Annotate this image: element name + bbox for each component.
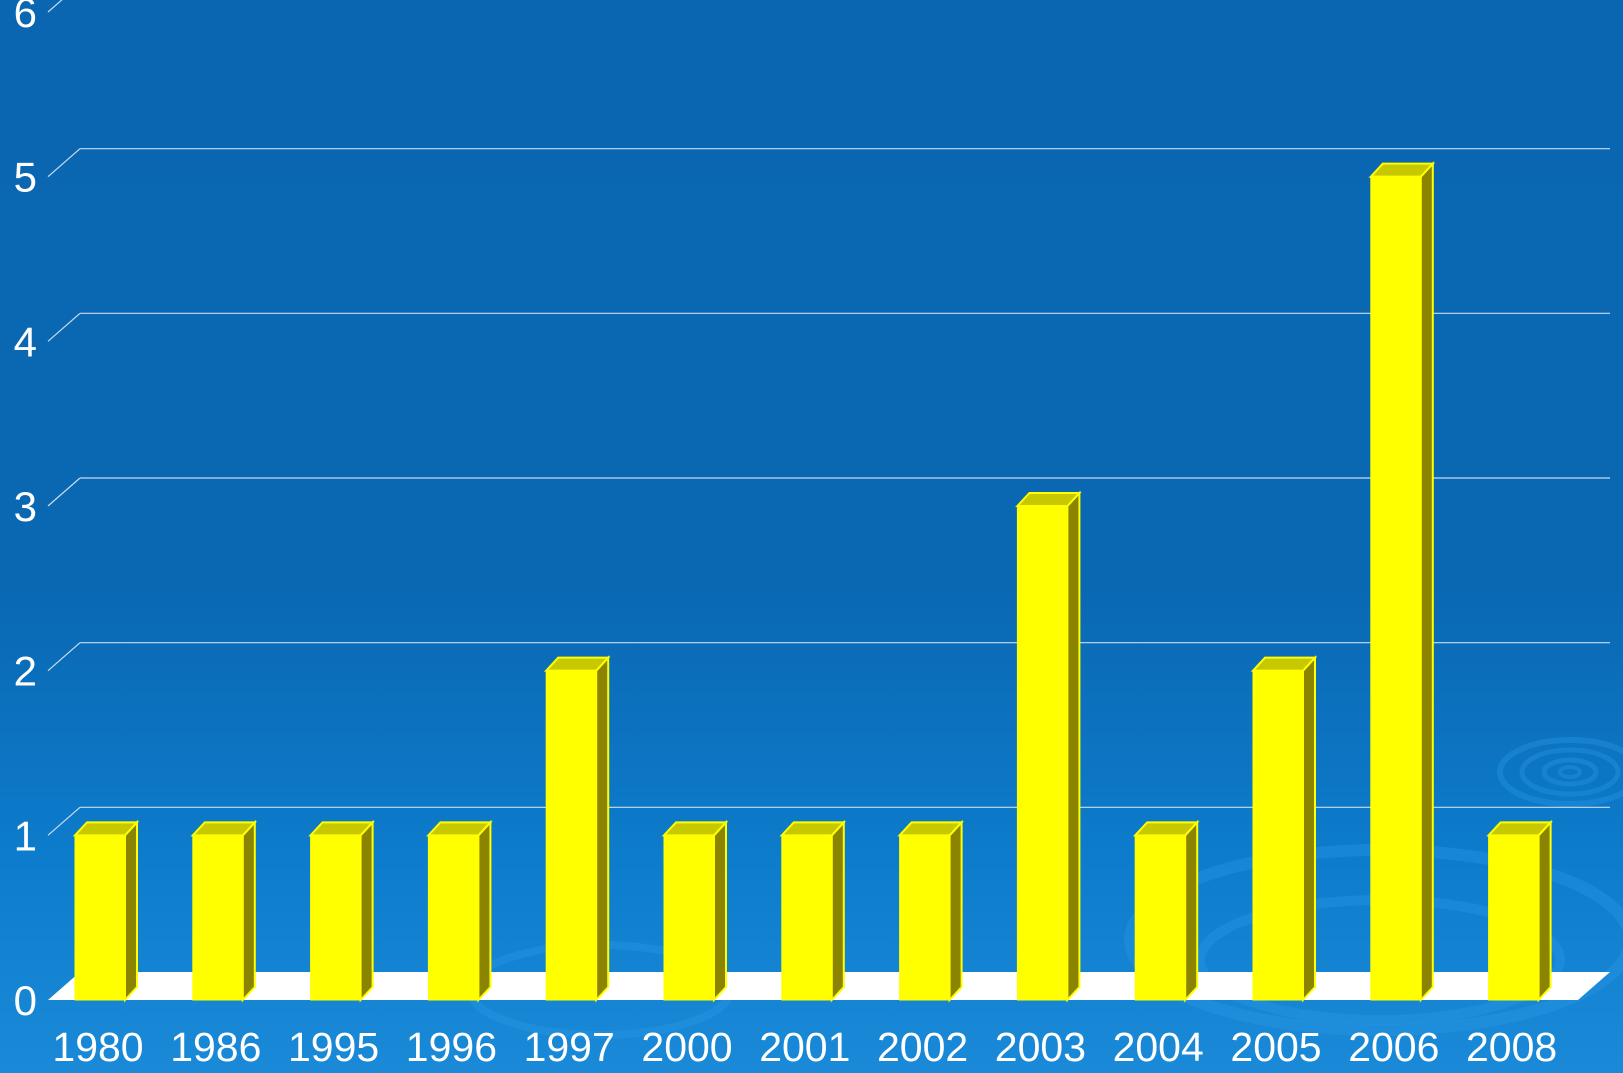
y-tick-label: 0 [14, 977, 37, 1024]
y-tick-label: 1 [14, 812, 37, 859]
y-tick-label: 4 [14, 318, 37, 365]
x-tick-label: 2003 [995, 1024, 1086, 1070]
bar-side [1537, 819, 1552, 1003]
bar-side [124, 819, 138, 1003]
bar-front [1252, 670, 1304, 1001]
gridline-diagonal [47, 806, 81, 836]
bar-front [192, 834, 244, 1001]
gridlines [47, 0, 1610, 836]
bar-front [1016, 505, 1068, 1001]
bar-front [781, 834, 833, 1001]
bar [1250, 655, 1318, 1003]
bar [308, 819, 375, 1003]
bar-top [308, 821, 375, 837]
bar-front [74, 834, 126, 1001]
x-tick-label: 2006 [1348, 1024, 1439, 1070]
bar-front [310, 834, 362, 1001]
gridline-diagonal [47, 477, 81, 507]
x-tick-label: 2001 [759, 1024, 850, 1070]
bar-front [1370, 176, 1422, 1001]
bar-top [72, 821, 140, 837]
gridline-diagonal [47, 148, 81, 178]
bar-front [427, 834, 479, 1001]
bar-side [1184, 819, 1199, 1003]
bar-top [661, 821, 729, 837]
bar [1015, 490, 1082, 1003]
x-tick-label: 2002 [877, 1024, 968, 1070]
y-tick-label: 5 [14, 154, 37, 201]
bar-top [426, 821, 493, 837]
x-tick-label: 1986 [170, 1024, 261, 1070]
bars [72, 161, 1553, 1003]
bar-top [1368, 162, 1436, 178]
bar [543, 655, 611, 1003]
bar-top [779, 821, 847, 837]
bar-side [948, 819, 963, 1003]
bar-side [595, 655, 610, 1003]
bar-top [1486, 821, 1553, 837]
bar-top [190, 821, 258, 837]
x-tick-label: 2004 [1113, 1024, 1204, 1070]
bar [661, 819, 729, 1003]
x-tick-label: 1995 [288, 1024, 379, 1070]
bar-side [1302, 655, 1316, 1003]
bar-top [1250, 656, 1318, 672]
y-axis-ticks: 0 1 2 3 4 5 6 [14, 0, 37, 1024]
x-tick-label: 1997 [524, 1024, 615, 1070]
gridline-diagonal [47, 0, 63, 13]
bar-side [1066, 490, 1081, 1003]
bar-front [1134, 834, 1186, 1001]
bar-side [241, 819, 256, 1003]
bar [1368, 161, 1436, 1003]
bar-front [545, 670, 597, 1001]
bar [426, 819, 493, 1003]
x-tick-label: 1980 [52, 1024, 143, 1070]
bar-side [713, 819, 727, 1003]
bar-side [830, 819, 845, 1003]
bar-top [1132, 821, 1200, 837]
x-tick-label: 2008 [1466, 1024, 1557, 1070]
bar-front [663, 834, 715, 1001]
bar-side [477, 819, 492, 1003]
x-tick-label: 1996 [406, 1024, 497, 1070]
bar-top [1015, 492, 1082, 507]
x-tick-label: 2005 [1230, 1024, 1321, 1070]
bar [779, 819, 847, 1003]
x-axis-labels: 1980 1986 1995 1996 1997 2000 2001 2002 2003 2004… [52, 1024, 1557, 1070]
y-tick-label: 3 [14, 483, 37, 530]
bar [897, 819, 964, 1003]
bar-front [899, 834, 951, 1001]
bar-front [1488, 834, 1540, 1001]
bar-top [897, 821, 964, 837]
gridline-diagonal [47, 642, 81, 672]
bar-side [359, 819, 374, 1003]
bar [190, 819, 258, 1003]
bar-top [543, 656, 611, 672]
bar [1132, 819, 1200, 1003]
bar [72, 819, 140, 1003]
x-tick-label: 2000 [641, 1024, 732, 1070]
y-tick-label: 2 [14, 648, 37, 695]
gridline-diagonal [47, 312, 81, 342]
y-tick-label: 6 [14, 0, 37, 36]
bar [1486, 819, 1553, 1003]
bar-side [1419, 161, 1434, 1003]
